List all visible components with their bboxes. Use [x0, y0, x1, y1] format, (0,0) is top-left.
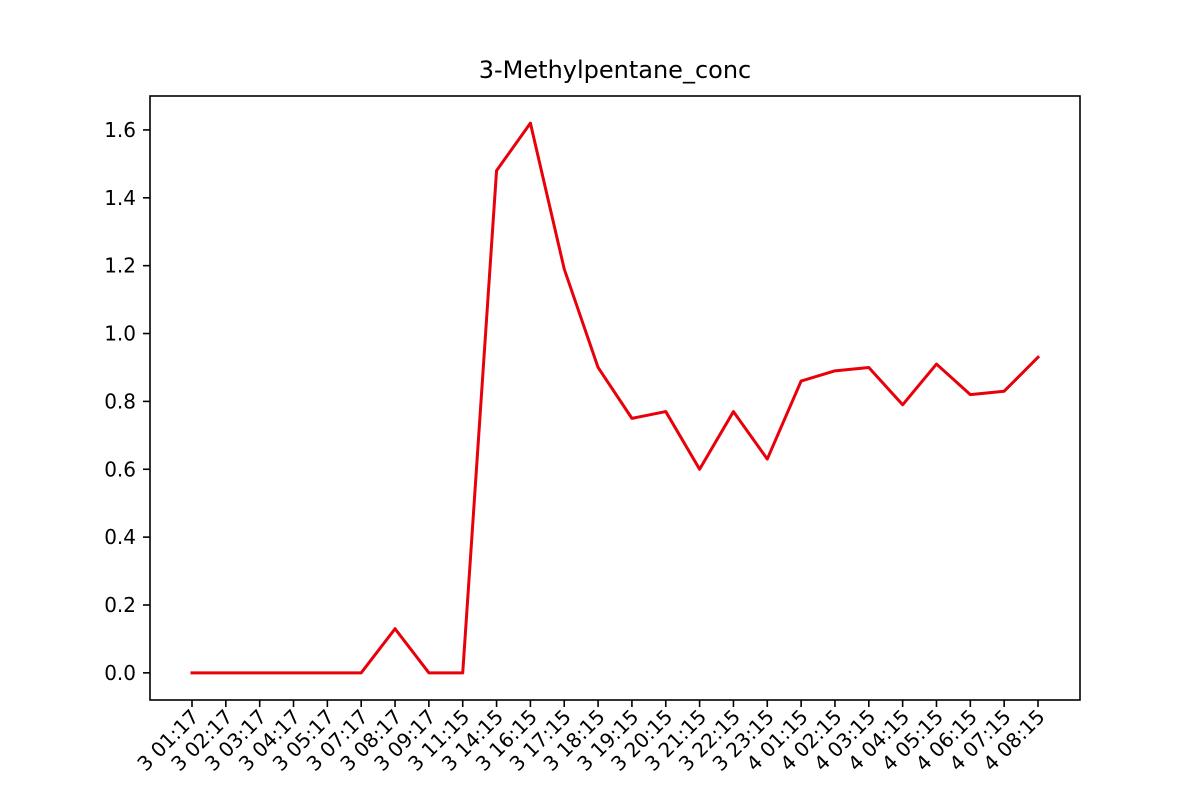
series-line: [190, 121, 1041, 675]
chart-title: 3-Methylpentane_conc: [479, 56, 751, 84]
axes-frame: [149, 95, 1081, 701]
y-tick-label: 1.4: [104, 186, 136, 210]
y-tick-label: 0.6: [104, 457, 136, 481]
y-tick-label: 0.2: [104, 593, 136, 617]
y-tick-label: 0.4: [104, 525, 136, 549]
y-tick-label: 1.0: [104, 322, 136, 346]
y-tick-label: 1.2: [104, 254, 136, 278]
y-tick-label: 0.0: [104, 661, 136, 685]
y-tick-label: 1.6: [104, 118, 136, 142]
y-tick-label: 0.8: [104, 389, 136, 413]
